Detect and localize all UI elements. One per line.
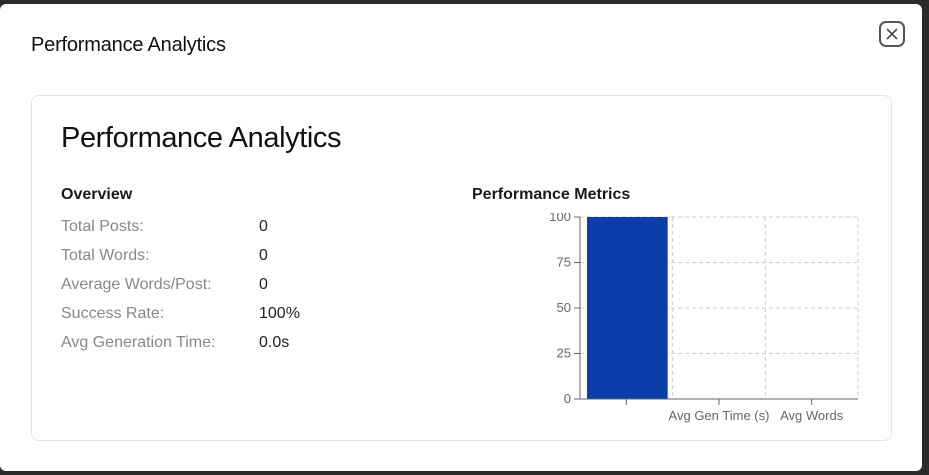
y-tick-label: 25 — [557, 346, 571, 361]
y-tick-label: 0 — [564, 391, 571, 406]
stat-row-avg-generation-time: Avg Generation Time: 0.0s — [61, 334, 381, 363]
stat-value: 0 — [259, 247, 268, 264]
performance-metrics-chart: 0 25 50 75 100 Avg Gen Time (s) Avg Words — [549, 213, 859, 423]
modal-title: Performance Analytics — [31, 34, 226, 56]
y-tick-label: 75 — [557, 255, 571, 270]
stat-value: 0.0s — [259, 334, 290, 351]
stat-value: 0 — [259, 218, 268, 235]
stat-value: 100% — [259, 305, 300, 322]
close-button[interactable] — [879, 21, 905, 47]
stat-value: 0 — [259, 276, 268, 293]
stat-row-total-words: Total Words: 0 — [61, 247, 381, 276]
stat-label: Success Rate: — [61, 305, 165, 322]
analytics-card: Performance Analytics Overview Total Pos… — [31, 95, 892, 441]
metrics-heading: Performance Metrics — [472, 186, 631, 203]
overview-heading: Overview — [61, 186, 133, 203]
y-tick-label: 100 — [549, 213, 571, 224]
stat-label: Average Words/Post: — [61, 276, 212, 293]
stat-row-average-words: Average Words/Post: 0 — [61, 276, 381, 305]
stat-label: Total Words: — [61, 247, 150, 264]
stat-row-total-posts: Total Posts: 0 — [61, 218, 381, 247]
overview-stats: Total Posts: 0 Total Words: 0 Average Wo… — [61, 218, 381, 363]
analytics-modal: Performance Analytics Performance Analyt… — [0, 4, 922, 471]
x-tick-label: Avg Gen Time (s) — [669, 408, 770, 423]
card-title: Performance Analytics — [61, 122, 342, 154]
close-icon — [886, 28, 898, 40]
chart-bar — [587, 217, 668, 399]
stat-row-success-rate: Success Rate: 100% — [61, 305, 381, 334]
stat-label: Total Posts: — [61, 218, 144, 235]
stat-label: Avg Generation Time: — [61, 334, 216, 351]
x-tick-label: Avg Words — [780, 408, 844, 423]
y-tick-label: 50 — [557, 300, 571, 315]
